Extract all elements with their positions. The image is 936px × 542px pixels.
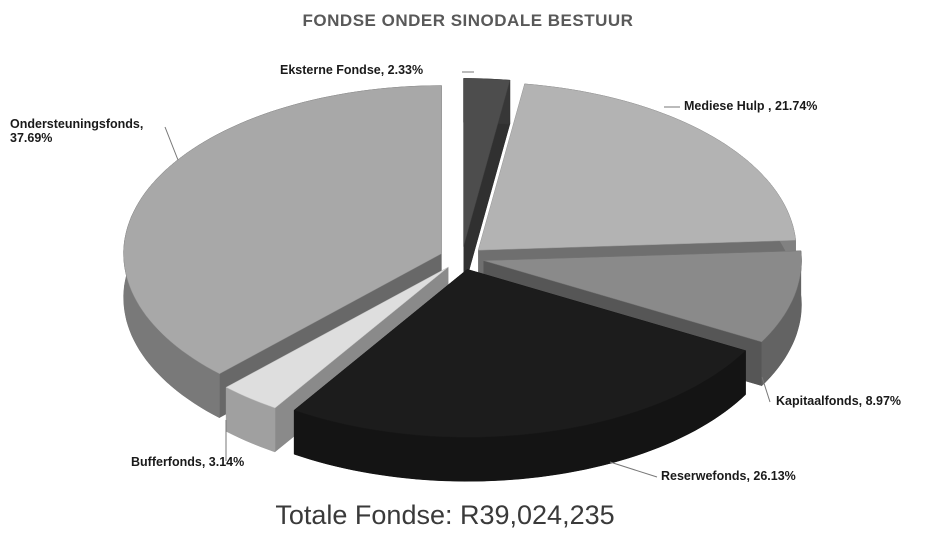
- chart-title: FONDSE ONDER SINODALE BESTUUR: [303, 11, 634, 30]
- leader-line: [164, 126, 179, 161]
- slice: [225, 266, 449, 409]
- leader-line: [609, 461, 658, 478]
- data-label: Ondersteuningsfonds, 37.69%: [10, 117, 144, 145]
- slice: [293, 269, 747, 438]
- data-label: Kapitaalfonds, 8.97%: [776, 394, 902, 408]
- data-label: Eksterne Fondse, 2.33%: [280, 63, 424, 77]
- slice-side: [463, 80, 510, 291]
- slice: [483, 250, 802, 343]
- slice: [463, 78, 511, 247]
- leader-line: [761, 376, 771, 403]
- total-annotation: Totale Fondse: R39,024,235: [275, 500, 614, 530]
- data-label: Mediese Hulp , 21.74%: [684, 99, 818, 113]
- slice: [477, 83, 796, 251]
- data-label: Reserwefonds, 26.13%: [661, 469, 796, 483]
- leaders: [164, 71, 771, 478]
- pie: [123, 78, 802, 482]
- slice: [123, 85, 442, 375]
- data-label: Bufferfonds, 3.14%: [131, 455, 245, 469]
